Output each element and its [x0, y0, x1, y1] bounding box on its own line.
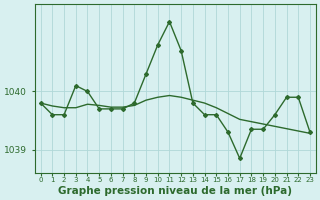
X-axis label: Graphe pression niveau de la mer (hPa): Graphe pression niveau de la mer (hPa) [58, 186, 292, 196]
